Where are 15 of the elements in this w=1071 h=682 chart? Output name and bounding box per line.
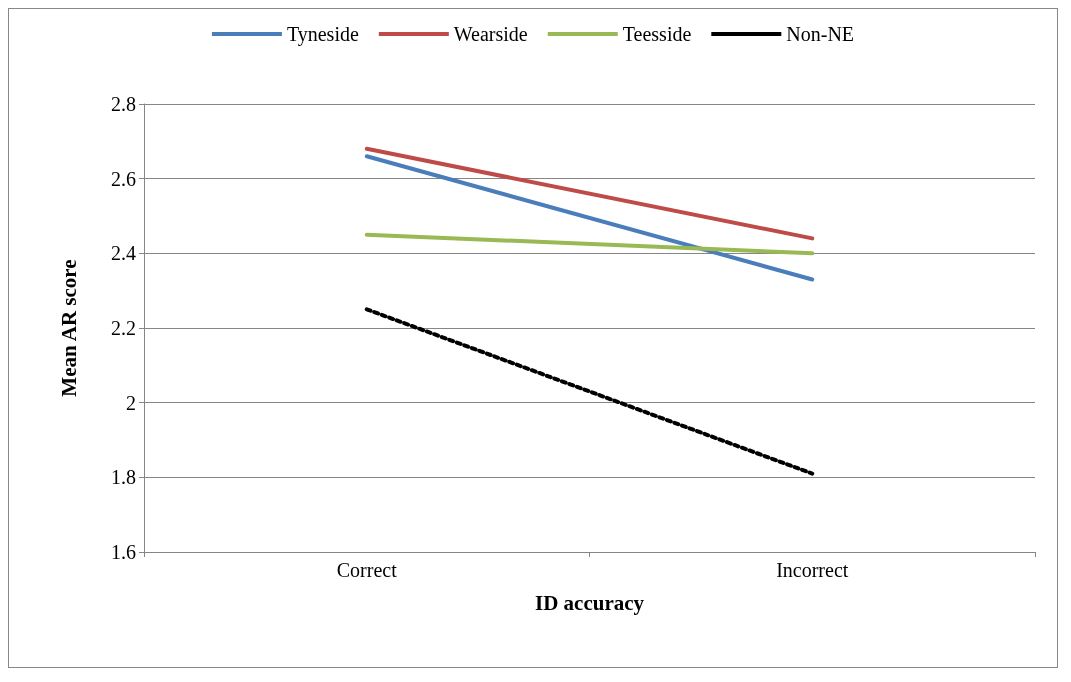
legend-label: Non-NE: [786, 23, 855, 45]
x-axis-title: ID accuracy: [534, 590, 645, 615]
x-tick-label: Incorrect: [776, 559, 849, 581]
y-tick-label: 2.8: [111, 93, 136, 115]
y-tick-label: 2.6: [111, 167, 136, 190]
y-tick-label: 1.8: [111, 466, 136, 489]
x-tick-label: Correct: [336, 559, 398, 581]
legend-label: Tyneside: [286, 23, 359, 46]
y-tick-label: 2: [126, 391, 136, 414]
legend-label: Wearside: [453, 23, 528, 45]
legend-label: Teesside: [622, 23, 692, 45]
y-axis-title: Mean AR score: [56, 259, 81, 397]
y-tick-label: 2.4: [111, 242, 136, 265]
y-tick-label: 2.2: [111, 317, 136, 339]
y-tick-label: 1.6: [111, 541, 136, 563]
